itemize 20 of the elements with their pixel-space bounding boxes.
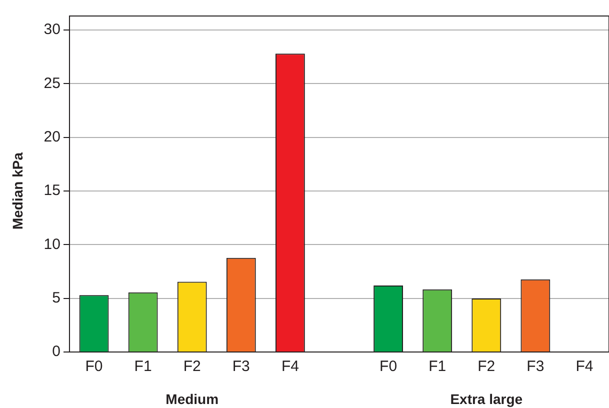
y-tick-label: 30 bbox=[44, 21, 60, 38]
x-tick-label: F2 bbox=[478, 358, 496, 376]
x-tick-label: F1 bbox=[428, 358, 446, 376]
y-tick-label: 0 bbox=[52, 343, 60, 360]
y-tick-label: 10 bbox=[44, 236, 60, 253]
text: Extra large bbox=[450, 391, 523, 407]
x-tick-label: F3 bbox=[526, 358, 544, 376]
x-tick-label: F3 bbox=[232, 358, 250, 376]
text: Medium bbox=[166, 391, 219, 407]
y-tick-label: 25 bbox=[44, 74, 60, 92]
x-tick-label: F4 bbox=[576, 358, 594, 376]
x-tick-label: F0 bbox=[380, 358, 398, 376]
x-tick-label: F2 bbox=[183, 358, 201, 376]
y-axis-title: Median kPa bbox=[9, 152, 26, 230]
x-tick-label: F4 bbox=[281, 358, 299, 376]
x-tick-label: F1 bbox=[134, 358, 152, 376]
y-tick-label: 20 bbox=[44, 128, 60, 146]
y-tick-label: 15 bbox=[44, 182, 60, 200]
y-tick-label: 5 bbox=[52, 289, 60, 306]
x-tick-label: F0 bbox=[85, 358, 103, 376]
